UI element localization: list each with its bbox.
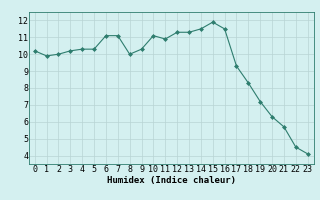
X-axis label: Humidex (Indice chaleur): Humidex (Indice chaleur) bbox=[107, 176, 236, 185]
